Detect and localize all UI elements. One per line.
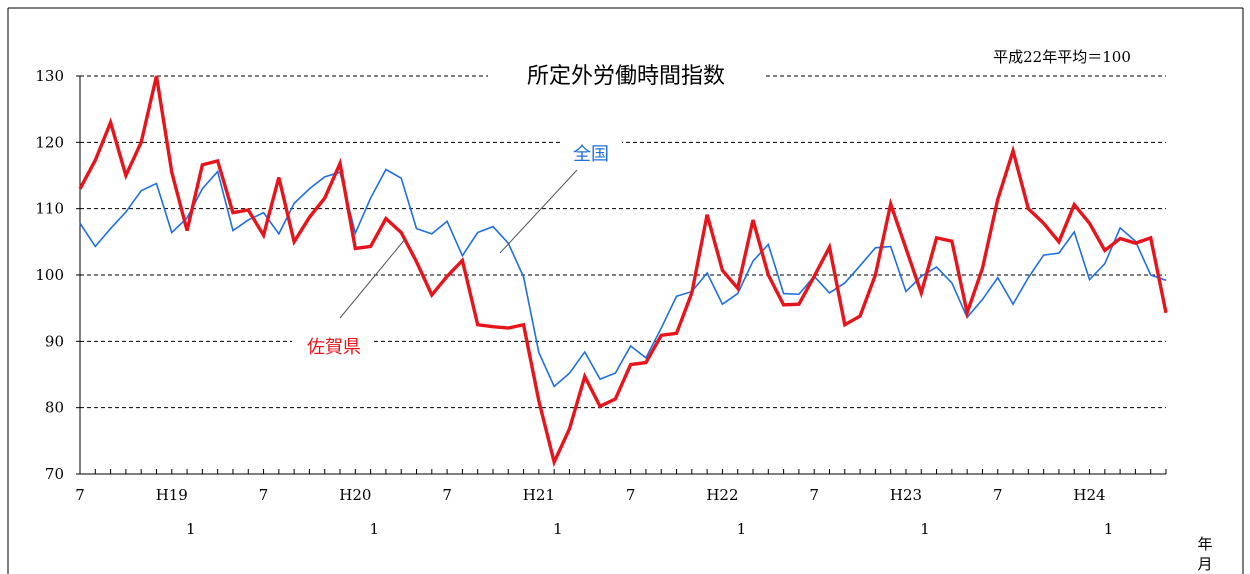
axis-layer	[76, 75, 1167, 475]
y-tick-label-100: 100	[35, 266, 64, 284]
x-tick-label: 7	[259, 486, 269, 504]
x-tick-label: 7	[75, 486, 85, 504]
y-tick-label-130: 130	[35, 67, 64, 85]
x-axis-label-bottom: 月	[1197, 555, 1212, 573]
series-label-saga: 佐賀県	[307, 337, 361, 358]
x-tick-label: 7	[809, 486, 819, 504]
title-background	[488, 58, 764, 92]
tick-label-layer: 70 80 90 100 110 120 130 7 H19 1 7 H20 1 7 H21 1 7 H22 1 7 H…	[35, 67, 1113, 538]
chart-title: 所定外労働時間指数	[527, 64, 725, 89]
baseline-note: 平成22年平均＝100	[993, 48, 1131, 66]
x-axis-label-top: 年	[1197, 535, 1212, 553]
x-tick-sublabel: 1	[186, 520, 196, 538]
x-tick-label: H21	[523, 486, 555, 504]
x-tick-sublabel: 1	[553, 520, 563, 538]
x-tick-sublabel: 1	[1104, 520, 1114, 538]
y-tick-label-90: 90	[45, 332, 64, 350]
x-tick-sublabel: 1	[370, 520, 380, 538]
leader-line-saga	[339, 237, 407, 319]
series-line-zenkoku	[79, 168, 1167, 388]
x-tick-sublabel: 1	[737, 520, 747, 538]
series-label-zenkoku: 全国	[573, 144, 609, 165]
grid-layer	[80, 75, 1166, 409]
x-tick-label: 7	[626, 486, 636, 504]
x-tick-label: 7	[993, 486, 1003, 504]
x-tick-label: 7	[442, 486, 452, 504]
series-layer	[78, 75, 1168, 468]
x-tick-label: H20	[339, 486, 371, 504]
series-label-zenkoku-background	[562, 134, 622, 168]
y-tick-label-80: 80	[45, 399, 64, 417]
series-label-saga-background	[292, 328, 374, 360]
y-tick-label-120: 120	[35, 133, 64, 151]
x-tick-sublabel: 1	[920, 520, 930, 538]
y-tick-label-70: 70	[45, 465, 64, 483]
y-tick-label-110: 110	[35, 200, 64, 218]
x-tick-label: H22	[706, 486, 738, 504]
series-line-saga	[78, 75, 1168, 468]
x-tick-label: H23	[890, 486, 922, 504]
x-tick-label: H19	[156, 486, 188, 504]
leader-line-zenkoku	[499, 169, 578, 254]
x-tick-label: H24	[1073, 486, 1105, 504]
